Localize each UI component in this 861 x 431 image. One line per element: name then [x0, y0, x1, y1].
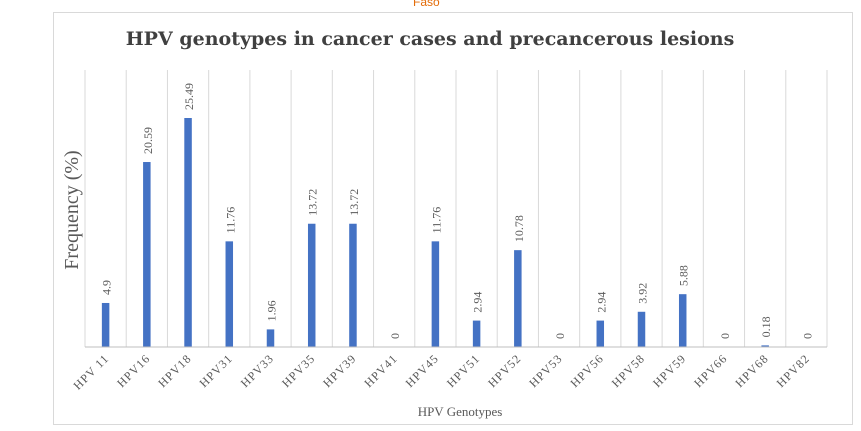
data-label: 4.9 — [100, 280, 114, 295]
data-label: 11.76 — [223, 207, 237, 234]
data-label: 2.94 — [471, 292, 485, 313]
x-tick-label: HPV52 — [485, 351, 524, 390]
bar-hpv45 — [431, 241, 440, 347]
data-label: 0 — [800, 333, 814, 339]
y-axis-label: Frequency (%) — [61, 150, 83, 269]
data-label: 0 — [553, 333, 567, 339]
data-label: 10.78 — [512, 215, 526, 242]
bar-hpv59 — [678, 294, 687, 347]
x-tick-label: HPV66 — [691, 351, 730, 390]
bar-hpv33 — [266, 329, 275, 347]
x-tick-label: HPV68 — [732, 351, 771, 390]
bar-hpv31 — [225, 241, 234, 347]
data-label: 3.92 — [636, 283, 650, 304]
x-tick-label: HPV39 — [320, 351, 359, 390]
data-label: 0 — [388, 333, 402, 339]
data-label: 13.72 — [347, 189, 361, 216]
bar-hpv52 — [514, 250, 522, 347]
x-tick-label: HPV16 — [114, 351, 153, 390]
x-axis-label: HPV Genotypes — [418, 404, 503, 419]
x-tick-label: HPV59 — [650, 351, 689, 390]
x-tick-label: HPV18 — [155, 351, 194, 390]
data-label: 13.72 — [306, 189, 320, 216]
data-label: 1.96 — [265, 300, 279, 321]
x-tick-label: HPV53 — [526, 351, 565, 390]
x-tick-label: HPV56 — [567, 351, 606, 390]
x-tick-label: HPV41 — [361, 351, 400, 390]
bar-hpv58 — [637, 311, 646, 347]
bar-hpv16 — [143, 162, 151, 347]
x-tick-label: HPV45 — [403, 351, 442, 390]
data-label: 11.76 — [429, 207, 443, 234]
x-tick-label: HPV 11 — [70, 351, 111, 392]
bar-hpv51 — [472, 320, 481, 347]
x-tick-label: HPV31 — [196, 351, 235, 390]
x-tick-label: HPV35 — [279, 351, 318, 390]
bar-hpv11 — [101, 302, 110, 347]
bar-hpv56 — [596, 320, 605, 347]
bar-layer — [101, 118, 769, 347]
bar-hpv35 — [307, 223, 316, 347]
bar-hpv39 — [349, 223, 357, 347]
data-label: 25.49 — [182, 83, 196, 110]
data-label: 5.88 — [677, 265, 691, 286]
bar-hpv18 — [184, 118, 192, 347]
data-label: 0 — [718, 333, 732, 339]
tick-label-layer: HPV 11 HPV16 HPV18 HPV31 HPV33 HPV35 HPV39 HPV4… — [70, 351, 812, 392]
chart-title: HPV genotypes in cancer cases and precan… — [126, 28, 735, 50]
data-label: 2.94 — [594, 292, 608, 313]
grid-layer — [84, 70, 828, 347]
header-fragment: Faso — [413, 0, 440, 9]
data-label: 0.18 — [759, 316, 773, 337]
x-tick-label: HPV33 — [238, 351, 277, 390]
x-tick-label: HPV58 — [609, 351, 648, 390]
data-label: 20.59 — [141, 127, 155, 154]
data-label-layer: 4.9 20.59 25.49 11.76 1.96 13.72 13.72 0 11.76 2.… — [100, 83, 815, 339]
bar-hpv68 — [761, 345, 769, 347]
x-tick-label: HPV51 — [444, 351, 483, 390]
x-tick-label: HPV82 — [774, 351, 813, 390]
